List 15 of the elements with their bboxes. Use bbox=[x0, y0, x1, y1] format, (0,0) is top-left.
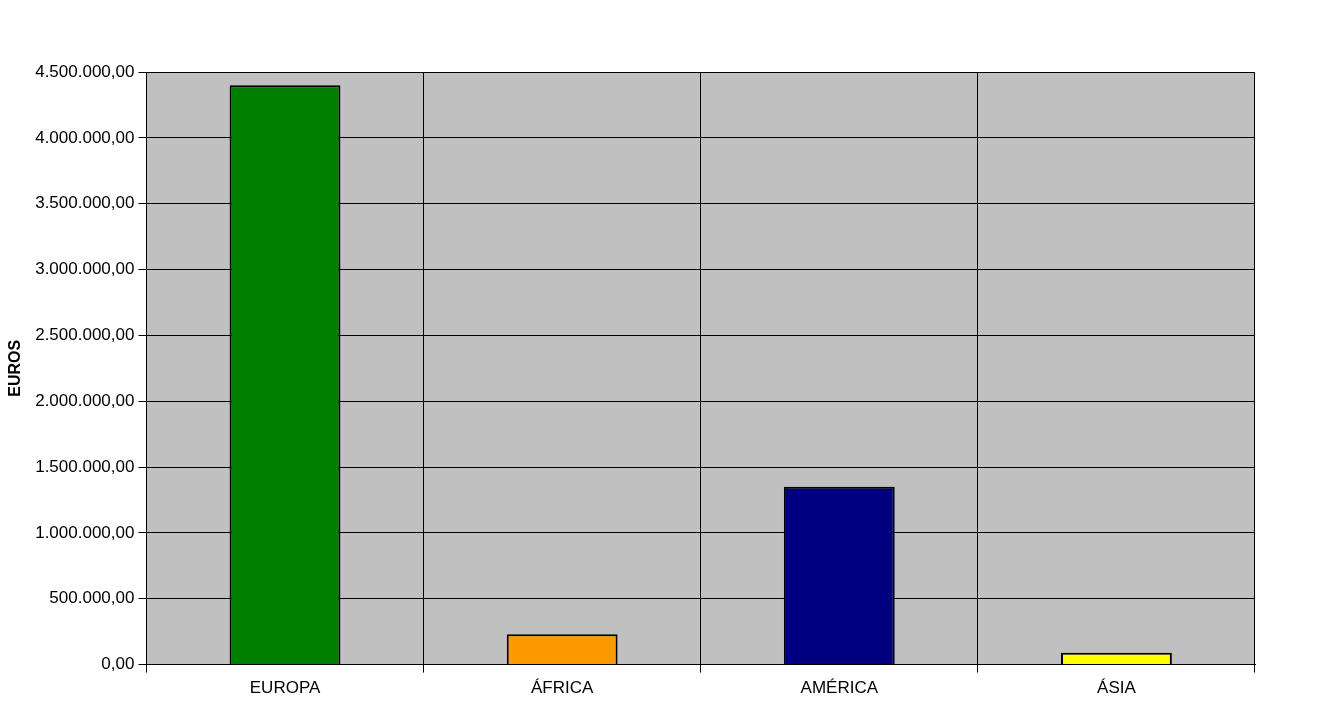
y-tick-label: 4.500.000,00 bbox=[35, 61, 135, 81]
y-tick-label: 0,00 bbox=[101, 654, 135, 674]
x-tick-label: ÁFRICA bbox=[530, 678, 594, 698]
x-tick-label: EUROPA bbox=[249, 678, 321, 698]
y-tick-label: 500.000,00 bbox=[49, 588, 135, 608]
y-tick-label: 3.000.000,00 bbox=[35, 259, 135, 279]
y-tick-label: 2.000.000,00 bbox=[35, 390, 135, 410]
y-tick-label: 3.500.000,00 bbox=[35, 193, 135, 213]
y-tick-label: 1.000.000,00 bbox=[35, 522, 135, 542]
y-axis-title: EUROS bbox=[6, 339, 24, 397]
x-tick-label: ÁSIA bbox=[1097, 678, 1137, 698]
y-tick-label: 2.500.000,00 bbox=[35, 325, 135, 345]
y-tick-label: 4.000.000,00 bbox=[35, 127, 135, 147]
x-tick-label: AMÉRICA bbox=[800, 678, 879, 698]
y-tick-label: 1.500.000,00 bbox=[35, 456, 135, 476]
